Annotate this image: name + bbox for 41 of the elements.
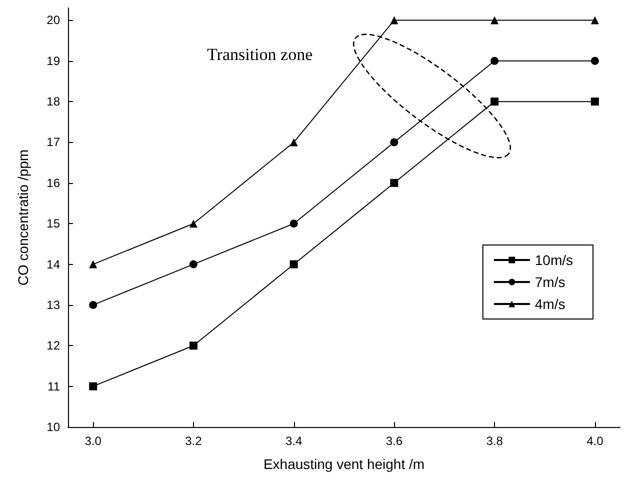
point	[189, 220, 198, 228]
y-axis-title: CO concentratio /ppm	[15, 149, 31, 286]
point	[189, 260, 198, 268]
x-tick-label: 3.0	[84, 434, 102, 448]
point	[89, 300, 98, 309]
point	[290, 138, 298, 146]
point	[490, 56, 499, 65]
x-tick-label: 4.0	[586, 434, 604, 448]
legend-label: 4m/s	[534, 296, 566, 312]
x-tick-label: 3.2	[185, 434, 202, 448]
legend-label: 7m/s	[534, 274, 566, 290]
x-tick-label: 3.4	[285, 434, 302, 448]
x-tick-label: 3.8	[486, 434, 504, 448]
legend-label: 10m/s	[534, 252, 573, 268]
point	[290, 220, 298, 228]
y-tick-label: 11	[48, 379, 60, 394]
x-tick-label: 3.6	[386, 434, 403, 448]
y-tick-label: 18	[46, 94, 60, 109]
point	[390, 178, 398, 187]
y-tick-label: 20	[46, 13, 60, 28]
point	[590, 98, 599, 106]
point	[189, 342, 198, 350]
y-tick-label: 15	[46, 216, 60, 231]
point	[390, 138, 398, 146]
point	[290, 260, 298, 268]
y-tick-label: 13	[46, 298, 60, 312]
point	[89, 382, 98, 390]
y-tick-label: 19	[46, 54, 60, 68]
y-tick-label: 17	[46, 135, 60, 150]
y-tick-label: 14	[46, 257, 60, 272]
x-axis-title: Exhausting vent height /m	[263, 456, 425, 472]
y-tick-label: 12	[46, 338, 60, 353]
point	[590, 56, 599, 65]
point	[590, 16, 599, 24]
y-tick-label: 10	[46, 420, 60, 434]
point	[490, 98, 499, 106]
point	[390, 16, 398, 24]
annotation: Transition zone	[207, 45, 313, 64]
y-tick-label: 16	[46, 176, 60, 190]
point	[490, 16, 499, 24]
point	[89, 260, 98, 268]
